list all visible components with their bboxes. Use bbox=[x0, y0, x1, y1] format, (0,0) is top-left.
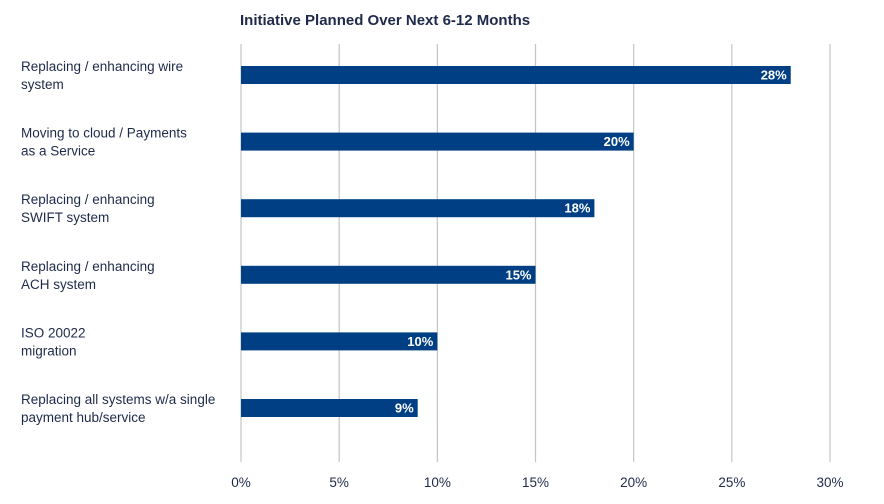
category-label-line: Replacing / enhancing bbox=[21, 192, 155, 207]
category-label-line: ACH system bbox=[21, 277, 96, 292]
bar-value-label: 10% bbox=[407, 334, 433, 349]
bar-value-label: 15% bbox=[505, 267, 531, 282]
category-label-line: SWIFT system bbox=[21, 210, 109, 225]
bar bbox=[241, 199, 595, 218]
x-tick-label: 10% bbox=[424, 475, 451, 490]
category-label-line: Replacing all systems w/a single bbox=[21, 392, 215, 407]
x-tick-label: 0% bbox=[231, 475, 251, 490]
bar bbox=[241, 332, 438, 351]
category-label: ISO 20022 migration bbox=[21, 325, 86, 358]
category-label: Replacing / enhancing wire system bbox=[21, 59, 183, 92]
gridlines bbox=[240, 44, 831, 462]
bar bbox=[241, 66, 791, 84]
x-axis-tick-labels: 0% 5% 10% 15% 20% 25% 30% bbox=[231, 475, 843, 490]
category-label: Replacing / enhancing SWIFT system bbox=[21, 192, 155, 225]
x-tick-label: 25% bbox=[718, 475, 745, 490]
x-tick-label: 15% bbox=[522, 475, 549, 490]
category-label-line: Replacing / enhancing wire bbox=[21, 59, 183, 74]
bars: 28% 20% 18% 15% 10% 9% bbox=[241, 66, 791, 417]
bar-value-label: 9% bbox=[395, 401, 414, 416]
category-label-line: as a Service bbox=[21, 144, 95, 159]
x-tick-label: 20% bbox=[620, 475, 647, 490]
bar bbox=[241, 265, 536, 284]
category-label-line: Replacing / enhancing bbox=[21, 259, 155, 274]
bar-value-label: 20% bbox=[604, 134, 630, 149]
x-tick-label: 30% bbox=[816, 475, 843, 490]
chart-title: Initiative Planned Over Next 6-12 Months bbox=[240, 12, 530, 29]
bar-value-label: 28% bbox=[761, 68, 787, 83]
category-label: Replacing all systems w/a single payment … bbox=[21, 392, 215, 425]
bar-value-label: 18% bbox=[564, 201, 590, 216]
category-label-line: Moving to cloud / Payments bbox=[21, 126, 187, 141]
category-label-line: payment hub/service bbox=[21, 410, 146, 425]
category-label: Replacing / enhancing ACH system bbox=[21, 259, 155, 292]
category-label-line: migration bbox=[21, 343, 77, 358]
x-tick-label: 5% bbox=[329, 475, 349, 490]
category-label-line: system bbox=[21, 77, 64, 92]
category-label: Moving to cloud / Payments as a Service bbox=[21, 126, 187, 159]
category-label-line: ISO 20022 bbox=[21, 325, 86, 340]
bar bbox=[241, 132, 634, 151]
category-labels: Replacing / enhancing wire system Moving t… bbox=[21, 59, 215, 425]
bar bbox=[241, 399, 418, 417]
